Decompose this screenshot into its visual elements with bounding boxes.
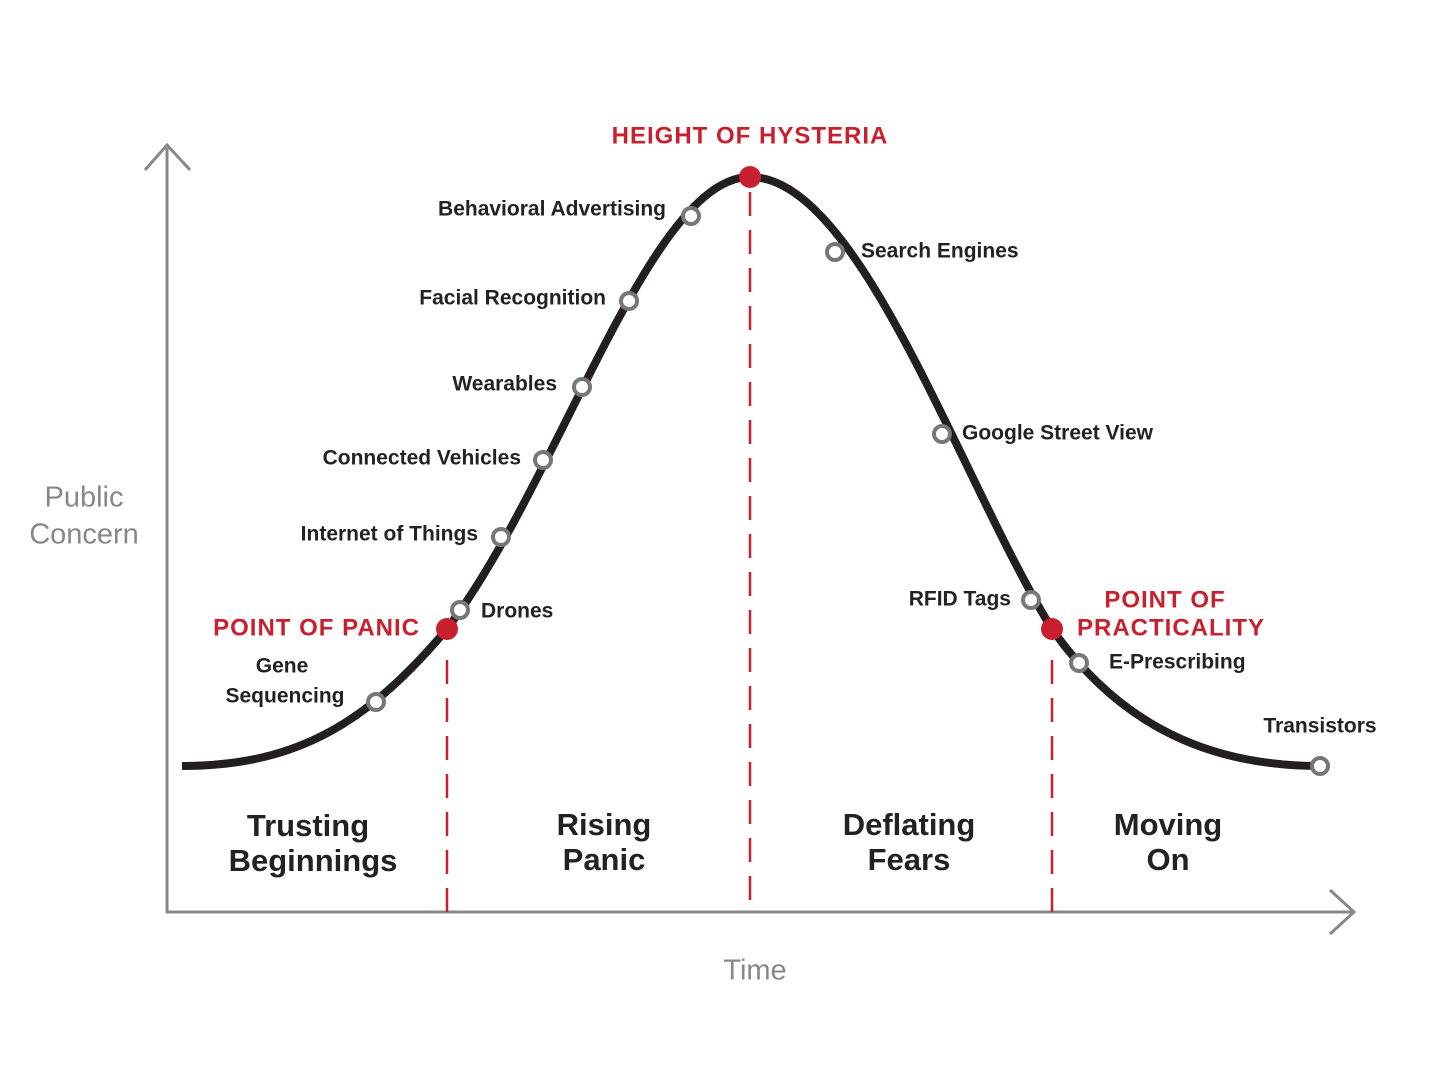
x-axis-label: Time (723, 955, 786, 987)
node (825, 242, 845, 262)
tech-label: Drones (481, 600, 553, 623)
milestone-label: PRACTICALITY (1077, 614, 1265, 641)
phase-label: Panic (563, 842, 646, 877)
key-point (436, 618, 458, 640)
nodes (366, 166, 1330, 776)
phase-label: Beginnings (229, 843, 398, 878)
node (533, 450, 553, 470)
axis-lines (165, 148, 1352, 914)
phase-label: On (1146, 842, 1189, 877)
phase-label: Fears (868, 842, 951, 877)
node (1310, 756, 1330, 776)
tech-label: Internet of Things (301, 523, 478, 546)
tech-label: Google Street View (962, 422, 1154, 445)
node (619, 291, 639, 311)
key-point (1041, 618, 1063, 640)
node (681, 206, 701, 226)
tech-label: Connected Vehicles (323, 447, 521, 470)
phase-label: Trusting (247, 808, 369, 843)
node (450, 600, 470, 620)
tech-label: Transistors (1263, 715, 1376, 738)
node (491, 527, 511, 547)
key-point (739, 166, 761, 188)
x-arrow (1328, 888, 1357, 936)
node (1021, 590, 1041, 610)
tech-label: Wearables (452, 373, 557, 396)
node (572, 377, 592, 397)
node (1069, 653, 1089, 673)
tech-label: RFID Tags (909, 588, 1011, 611)
milestone-label: POINT OF (1104, 586, 1225, 613)
phase-label: Deflating (843, 807, 976, 842)
y-arrow (143, 142, 192, 172)
y-axis-label: Concern (29, 519, 139, 551)
tech-label: E-Prescribing (1109, 651, 1246, 674)
node (366, 692, 386, 712)
node (932, 424, 952, 444)
tech-label: Facial Recognition (419, 287, 606, 310)
axes (143, 142, 1357, 936)
milestone-label: POINT OF PANIC (213, 614, 420, 641)
tech-label: Sequencing (225, 685, 344, 708)
tech-label: Behavioral Advertising (438, 198, 666, 221)
y-axis-label: Public (45, 482, 124, 514)
tech-label: Gene (256, 655, 309, 678)
tech-label: Search Engines (861, 240, 1019, 263)
milestone-label: HEIGHT OF HYSTERIA (612, 122, 889, 149)
phase-label: Rising (557, 807, 652, 842)
phase-label: Moving (1114, 807, 1223, 842)
